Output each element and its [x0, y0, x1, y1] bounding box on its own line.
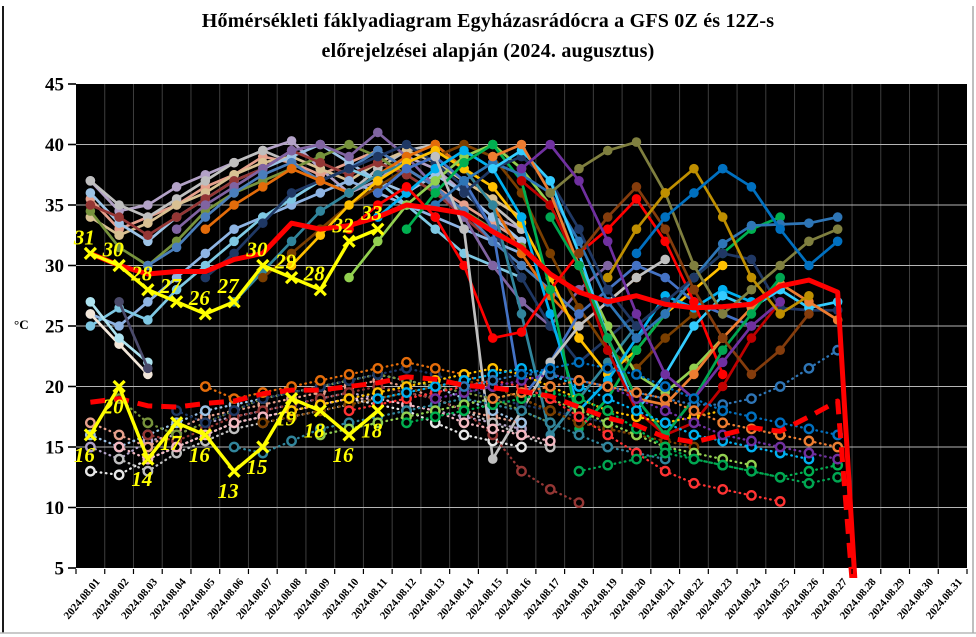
svg-text:27: 27	[159, 274, 183, 298]
chart-title-line2: előrejelzései alapján (2024. augusztus)	[321, 40, 655, 62]
svg-text:18: 18	[361, 419, 383, 443]
svg-text:16: 16	[189, 443, 211, 467]
svg-text:28: 28	[130, 262, 153, 286]
mean-min-line	[90, 374, 855, 578]
svg-text:15: 15	[246, 455, 267, 479]
frame-lines	[0, 6, 976, 634]
mean-max-line	[89, 202, 858, 578]
svg-text:40: 40	[45, 135, 64, 156]
observed-max-line	[83, 222, 385, 321]
svg-text:20: 20	[102, 395, 125, 419]
svg-text:30: 30	[245, 238, 268, 262]
svg-text:26: 26	[188, 286, 211, 310]
svg-text:18: 18	[304, 419, 326, 443]
svg-text:31: 31	[73, 225, 95, 249]
svg-text:32: 32	[332, 213, 355, 237]
svg-text:16: 16	[74, 443, 96, 467]
svg-text:20: 20	[45, 377, 64, 398]
svg-text:5: 5	[55, 559, 65, 580]
svg-text:19: 19	[275, 407, 297, 431]
svg-text:29: 29	[274, 250, 297, 274]
x-axis: 2024.08.012024.08.022024.08.032024.08.04…	[62, 569, 968, 622]
svg-text:35: 35	[45, 196, 64, 217]
svg-text:30: 30	[102, 238, 125, 262]
gridlines	[76, 84, 967, 568]
svg-text:14: 14	[131, 467, 152, 491]
svg-text:30: 30	[45, 256, 64, 277]
y-axis: 5 10 15 20 25 30 35 40 45	[45, 75, 76, 580]
svg-text:27: 27	[217, 274, 241, 298]
svg-text:33: 33	[360, 201, 382, 225]
svg-text:25: 25	[45, 317, 64, 338]
svg-text:15: 15	[45, 438, 64, 459]
y-axis-unit-label: °C	[14, 317, 29, 332]
observed-min-line	[83, 379, 385, 478]
svg-text:10: 10	[45, 498, 64, 519]
svg-text:13: 13	[218, 479, 239, 503]
chart-title-line1: Hőmérsékleti fáklyadiagram Egyházasrádóc…	[201, 10, 775, 32]
svg-text:17: 17	[160, 431, 183, 455]
svg-text:45: 45	[45, 75, 64, 96]
ensemble-min-series	[84, 344, 844, 509]
svg-text:16: 16	[333, 443, 355, 467]
svg-text:28: 28	[303, 262, 326, 286]
